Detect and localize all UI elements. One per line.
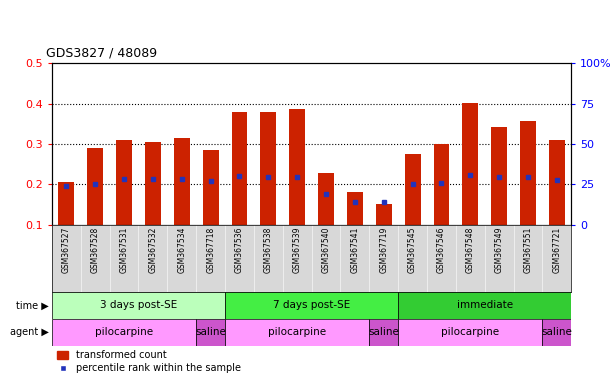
- Bar: [434, 144, 449, 225]
- Text: pilocarpine: pilocarpine: [268, 327, 326, 337]
- Text: GDS3827 / 48089: GDS3827 / 48089: [46, 46, 157, 60]
- Text: GSM367549: GSM367549: [495, 227, 503, 273]
- Text: saline: saline: [368, 327, 399, 337]
- Text: saline: saline: [541, 327, 573, 337]
- Text: GSM367721: GSM367721: [552, 227, 562, 273]
- Bar: [174, 138, 189, 225]
- Text: GSM367719: GSM367719: [379, 227, 388, 273]
- Bar: [398, 319, 543, 346]
- Text: time ▶: time ▶: [16, 300, 49, 310]
- Bar: [404, 154, 420, 225]
- Bar: [52, 292, 225, 319]
- Bar: [260, 112, 276, 225]
- Text: GSM367548: GSM367548: [466, 227, 475, 273]
- Bar: [289, 109, 305, 225]
- Text: GSM367536: GSM367536: [235, 227, 244, 273]
- Text: GSM367534: GSM367534: [177, 227, 186, 273]
- Text: GSM367527: GSM367527: [62, 227, 71, 273]
- Text: immediate: immediate: [456, 300, 513, 310]
- Bar: [52, 319, 196, 346]
- Text: pilocarpine: pilocarpine: [441, 327, 499, 337]
- Text: GSM367538: GSM367538: [264, 227, 273, 273]
- Bar: [520, 121, 536, 225]
- Bar: [87, 148, 103, 225]
- Bar: [196, 319, 225, 346]
- Bar: [369, 319, 398, 346]
- Bar: [203, 150, 219, 225]
- Bar: [376, 204, 392, 225]
- Bar: [543, 319, 571, 346]
- Bar: [347, 192, 363, 225]
- Bar: [398, 292, 571, 319]
- Text: GSM367545: GSM367545: [408, 227, 417, 273]
- Text: GSM367546: GSM367546: [437, 227, 446, 273]
- Text: GSM367541: GSM367541: [350, 227, 359, 273]
- Legend: transformed count, percentile rank within the sample: transformed count, percentile rank withi…: [57, 351, 241, 373]
- Bar: [225, 292, 398, 319]
- Text: 3 days post-SE: 3 days post-SE: [100, 300, 177, 310]
- Bar: [116, 140, 132, 225]
- Text: GSM367540: GSM367540: [321, 227, 331, 273]
- Text: GSM367551: GSM367551: [524, 227, 533, 273]
- Text: agent ▶: agent ▶: [10, 327, 49, 337]
- Bar: [232, 112, 247, 225]
- Text: 7 days post-SE: 7 days post-SE: [273, 300, 350, 310]
- Text: GSM367718: GSM367718: [206, 227, 215, 273]
- Bar: [549, 140, 565, 225]
- Text: GSM367539: GSM367539: [293, 227, 302, 273]
- Bar: [145, 142, 161, 225]
- Text: GSM367532: GSM367532: [148, 227, 158, 273]
- Text: saline: saline: [195, 327, 226, 337]
- Bar: [463, 103, 478, 225]
- Bar: [59, 182, 75, 225]
- Bar: [491, 127, 507, 225]
- Text: GSM367528: GSM367528: [90, 227, 100, 273]
- Text: GSM367531: GSM367531: [120, 227, 128, 273]
- Bar: [318, 173, 334, 225]
- Text: pilocarpine: pilocarpine: [95, 327, 153, 337]
- Bar: [225, 319, 369, 346]
